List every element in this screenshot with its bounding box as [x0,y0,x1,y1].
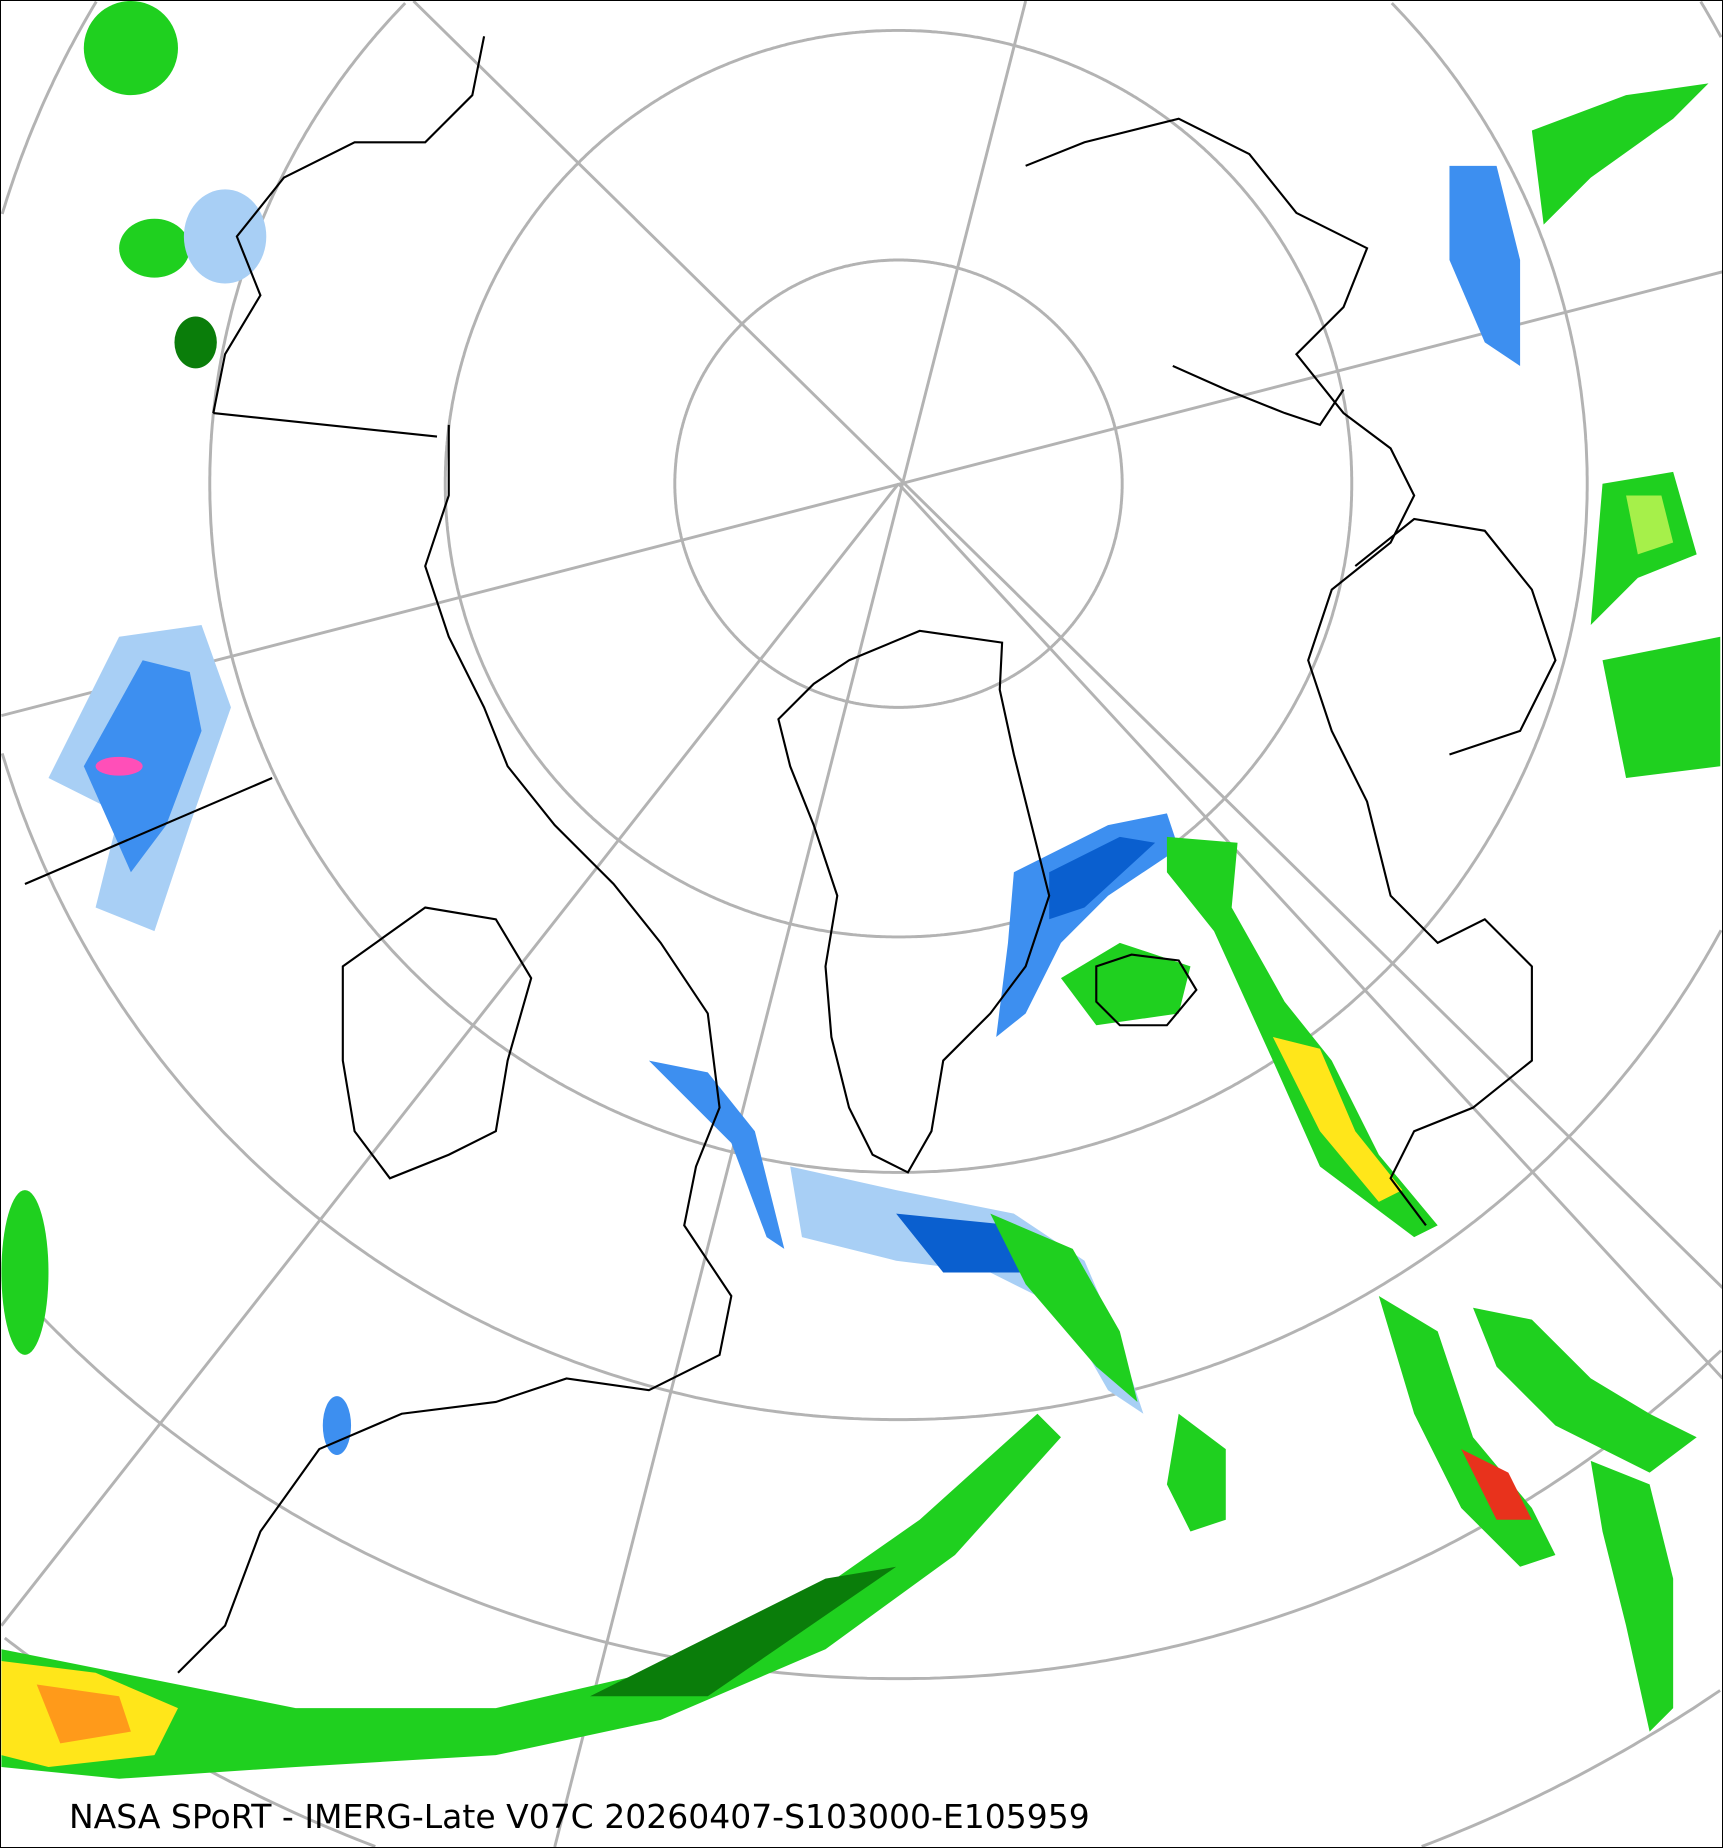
precip-area [36,1684,131,1744]
precip-area [1166,836,1438,1238]
precip-area [174,316,217,369]
precip-area [1060,942,1191,1026]
north-america-coast [177,424,733,1674]
latitude-circle [208,2,1589,1174]
precip-area [1166,1413,1226,1532]
precip-area [1590,1460,1674,1732]
meridian-line [1,482,900,1627]
precip-area [1531,83,1709,225]
precip-area [1449,165,1521,366]
precip-area [1461,1449,1532,1520]
precip-area [183,189,267,284]
greenland-outline [777,629,1051,1174]
precip-area [1,1190,49,1355]
latitude-circle [2,1274,1722,1681]
scandinavia-coast [1354,517,1557,756]
canada-us-border [24,777,273,885]
meridian-line [412,1,1722,1289]
precip-area [1602,636,1721,779]
precip-area [590,1566,897,1697]
alaska-coast [212,36,486,414]
canada-border [213,411,438,438]
precip-area [790,1166,1144,1414]
precip-area [95,756,143,776]
meridian-line [553,1,1028,1847]
precip-area [990,1213,1138,1402]
iceland-outline [1095,953,1198,1027]
novaya-zemlya [1172,364,1345,427]
eurasia-coast [1025,117,1533,1227]
precip-area [1272,1037,1403,1202]
map-caption: NASA SPoRT - IMERG-Late V07C 20260407-S1… [69,1797,1090,1836]
precipitation-layer [1,1,1721,1779]
precip-area [1049,836,1156,920]
hudson-bay [341,906,533,1180]
precip-area [83,1,178,96]
precip-area [648,1060,785,1249]
precip-area [1626,495,1674,555]
latitude-circle [673,258,1124,709]
meridian-line [1,270,1722,718]
precip-area [119,218,190,278]
precip-area [322,1396,352,1455]
meridian-line [897,482,1722,1380]
coastlines [24,36,1557,1674]
precip-area [1473,1307,1697,1473]
latitude-circle [1,1,1722,1422]
